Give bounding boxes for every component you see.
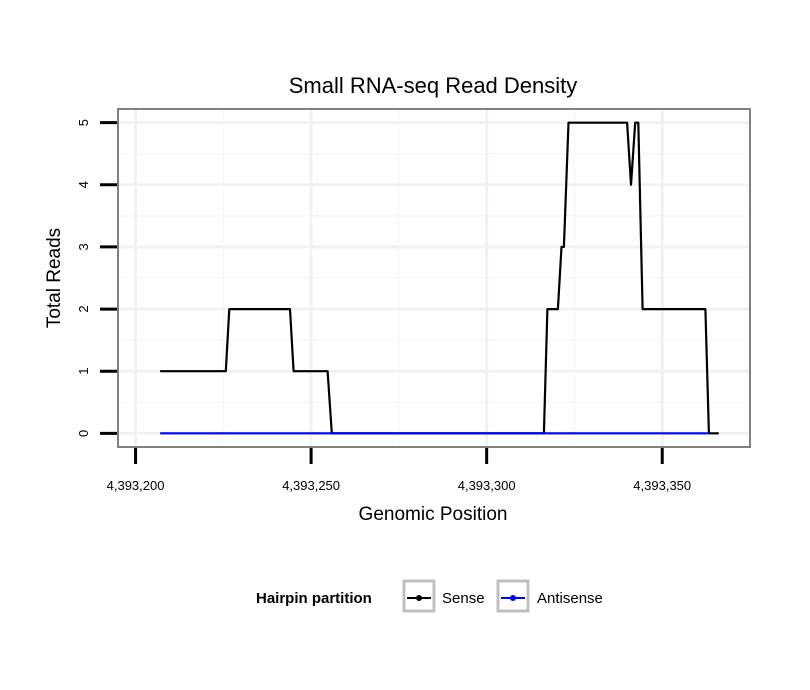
legend: Hairpin partition Sense Antisense	[256, 579, 603, 613]
legend-item-antisense: Antisense	[496, 579, 603, 613]
y-tick-label: 0	[76, 430, 91, 437]
y-tick-label: 1	[76, 368, 91, 375]
y-tick-label: 2	[76, 305, 91, 312]
x-tick-label: 4,393,300	[458, 478, 516, 493]
legend-label-sense: Sense	[442, 590, 485, 607]
y-tick-label: 3	[76, 243, 91, 250]
x-tick-label: 4,393,250	[282, 478, 340, 493]
grid	[118, 109, 750, 447]
series-layer	[160, 121, 719, 435]
legend-item-sense: Sense	[402, 579, 485, 613]
y-tick-label: 5	[76, 119, 91, 126]
x-axis-title: Genomic Position	[359, 504, 508, 525]
series-line-sense	[160, 121, 719, 435]
y-axis-title: Total Reads	[44, 228, 65, 328]
y-tick-label: 4	[76, 181, 91, 188]
legend-point-antisense	[510, 595, 516, 601]
plot-panel-border	[117, 108, 751, 448]
legend-label-antisense: Antisense	[537, 590, 603, 607]
x-axis: 4,393,200 4,393,250 4,393,300 4,393,350	[107, 448, 691, 493]
legend-point-sense	[416, 595, 422, 601]
chart-title: Small RNA-seq Read Density	[289, 73, 578, 98]
legend-title: Hairpin partition	[256, 590, 372, 607]
x-tick-label: 4,393,350	[633, 478, 691, 493]
x-tick-label: 4,393,200	[107, 478, 165, 493]
y-axis: 0 1 2 3 4 5	[76, 119, 117, 437]
